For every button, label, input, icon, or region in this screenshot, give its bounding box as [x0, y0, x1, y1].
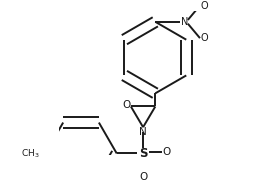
Text: O: O	[163, 147, 171, 157]
Text: O: O	[122, 100, 130, 110]
Text: N: N	[181, 17, 188, 27]
Text: O: O	[139, 172, 147, 182]
Text: CH$_3$: CH$_3$	[21, 147, 40, 160]
Text: N: N	[139, 127, 147, 137]
Text: S: S	[139, 147, 147, 160]
Text: O: O	[201, 1, 208, 11]
Text: O: O	[201, 33, 208, 43]
